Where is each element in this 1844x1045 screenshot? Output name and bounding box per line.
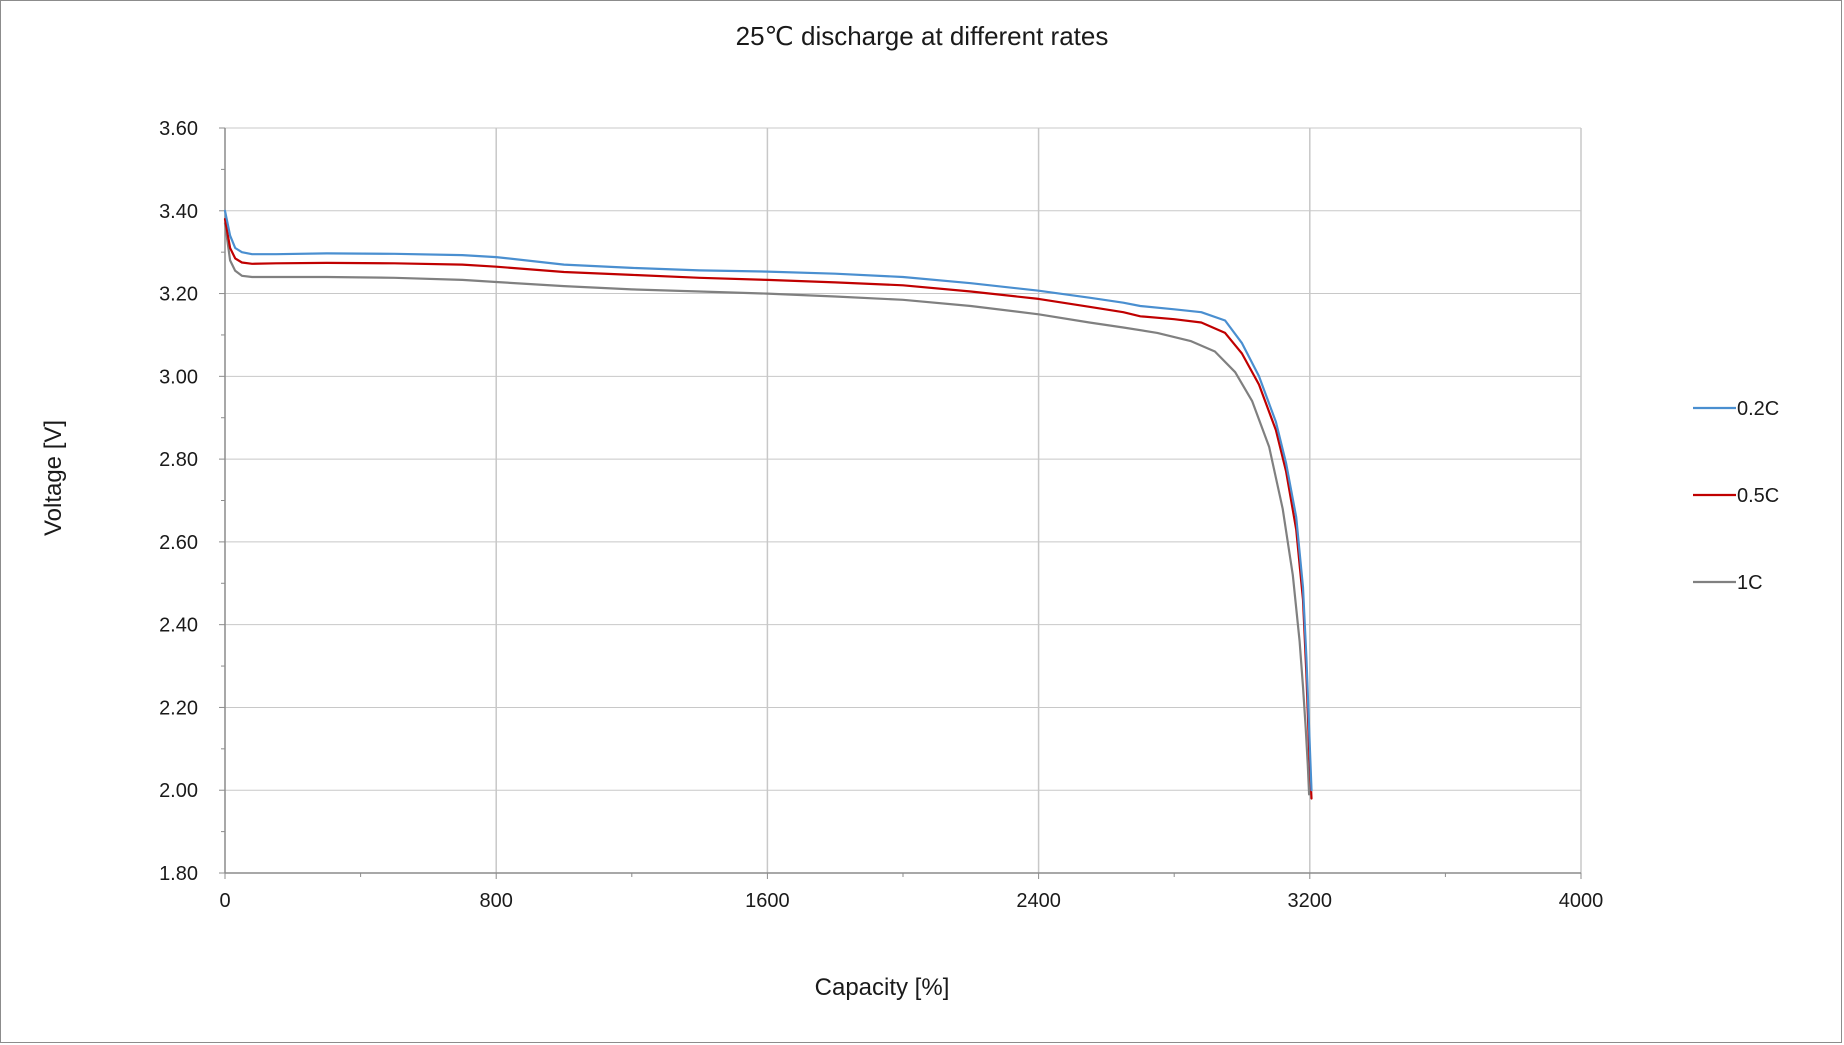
y-axis-title: Voltage [V] — [40, 420, 67, 536]
axes — [219, 127, 1582, 879]
x-tick-label: 2400 — [1016, 890, 1061, 912]
grid-lines — [225, 127, 1582, 873]
legend-item: 1C — [1693, 572, 1763, 594]
legend-item: 0.5C — [1693, 485, 1779, 507]
x-tick-label: 1600 — [745, 890, 790, 912]
y-tick-label: 2.60 — [159, 532, 198, 554]
x-tick-label: 3200 — [1288, 890, 1333, 912]
y-tick-label: 3.20 — [159, 284, 198, 306]
x-tick-labels: 0 800 1600 2400 3200 4000 — [219, 890, 1603, 912]
x-tick-label: 0 — [219, 890, 230, 912]
y-tick-label: 2.20 — [159, 697, 198, 719]
series-line-0-5c — [223, 218, 1313, 800]
legend-label: 1C — [1737, 572, 1763, 594]
y-tick-label: 1.80 — [159, 863, 198, 885]
chart-title: 25℃ discharge at different rates — [736, 21, 1109, 51]
series-line-0-2c — [223, 209, 1313, 792]
y-tick-label: 2.40 — [159, 615, 198, 637]
legend-label: 0.5C — [1737, 485, 1779, 507]
x-tick-label: 800 — [480, 890, 513, 912]
y-tick-label: 3.00 — [159, 366, 198, 388]
legend: 0.2C 0.5C 1C — [1693, 398, 1779, 594]
y-tick-label: 2.80 — [159, 449, 198, 471]
y-tick-label: 3.40 — [159, 201, 198, 223]
legend-item: 0.2C — [1693, 398, 1779, 420]
series-lines — [223, 209, 1313, 800]
legend-label: 0.2C — [1737, 398, 1779, 420]
y-tick-labels: 1.80 2.00 2.20 2.40 2.60 2.80 3.00 3.20 3.40 3.60 — [159, 118, 198, 885]
x-axis-title: Capacity [%] — [815, 974, 950, 1001]
series-line-1c — [223, 222, 1311, 796]
y-tick-label: 2.00 — [159, 780, 198, 802]
x-tick-label: 4000 — [1559, 890, 1604, 912]
y-tick-label: 3.60 — [159, 118, 198, 140]
